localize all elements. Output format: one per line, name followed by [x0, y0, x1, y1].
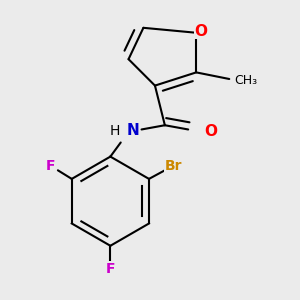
- Text: CH₃: CH₃: [234, 74, 257, 87]
- Text: O: O: [205, 124, 218, 139]
- Text: F: F: [106, 262, 115, 276]
- Text: H: H: [110, 124, 120, 138]
- Text: N: N: [127, 123, 140, 138]
- Text: F: F: [46, 159, 55, 173]
- Text: Br: Br: [165, 159, 182, 173]
- Text: O: O: [195, 24, 208, 39]
